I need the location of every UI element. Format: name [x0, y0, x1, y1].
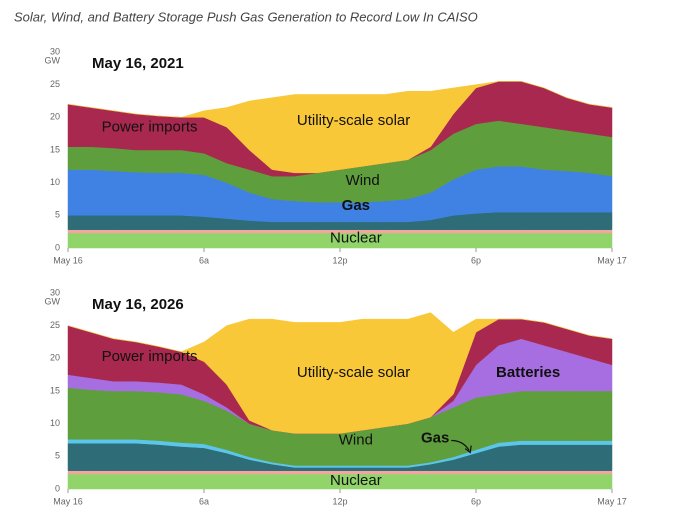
y-tick-label: 30 — [50, 287, 60, 297]
series-label: Power imports — [102, 119, 198, 136]
x-tick-label: 6p — [471, 255, 481, 265]
y-tick-label: 10 — [50, 418, 60, 428]
series-label: Nuclear — [330, 472, 382, 489]
x-tick-label: May 16 — [53, 496, 83, 506]
arrow-head — [464, 445, 472, 454]
series-label: Utility-scale solar — [297, 112, 410, 129]
x-tick-label: 6p — [471, 496, 481, 506]
y-tick-label: 20 — [50, 353, 60, 363]
series-label: Power imports — [102, 348, 198, 365]
y-unit: GW — [45, 296, 61, 306]
series-label: Gas — [342, 197, 370, 214]
y-tick-label: 5 — [55, 210, 60, 220]
y-tick-label: 25 — [50, 320, 60, 330]
y-tick-label: 5 — [55, 451, 60, 461]
y-tick-label: 15 — [50, 385, 60, 395]
chart-title: May 16, 2021 — [92, 55, 184, 72]
series-label: Nuclear — [330, 230, 382, 247]
x-tick-label: 12p — [332, 496, 347, 506]
y-tick-label: 15 — [50, 144, 60, 154]
chart-title: May 16, 2026 — [92, 296, 184, 313]
area — [67, 312, 613, 434]
x-tick-label: May 17 — [597, 496, 627, 506]
x-tick-label: 6a — [199, 255, 209, 265]
label-arrow — [451, 439, 470, 451]
area — [67, 81, 613, 174]
x-tick-label: 6a — [199, 496, 209, 506]
x-tick-label: May 17 — [597, 255, 627, 265]
x-tick-label: May 16 — [53, 255, 83, 265]
y-tick-label: 0 — [55, 242, 60, 252]
y-tick-label: 10 — [50, 177, 60, 187]
series-label: Gas — [421, 430, 449, 447]
y-tick-label: 25 — [50, 79, 60, 89]
series-label: Wind — [339, 431, 373, 448]
page-title: Solar, Wind, and Battery Storage Push Ga… — [14, 9, 478, 24]
x-tick-label: 12p — [332, 255, 347, 265]
y-tick-label: 30 — [50, 46, 60, 56]
y-tick-label: 0 — [55, 483, 60, 493]
y-unit: GW — [45, 55, 61, 65]
series-label: Wind — [346, 172, 380, 189]
series-label: Batteries — [496, 364, 560, 381]
series-label: Utility-scale solar — [297, 364, 410, 381]
y-tick-label: 20 — [50, 112, 60, 122]
